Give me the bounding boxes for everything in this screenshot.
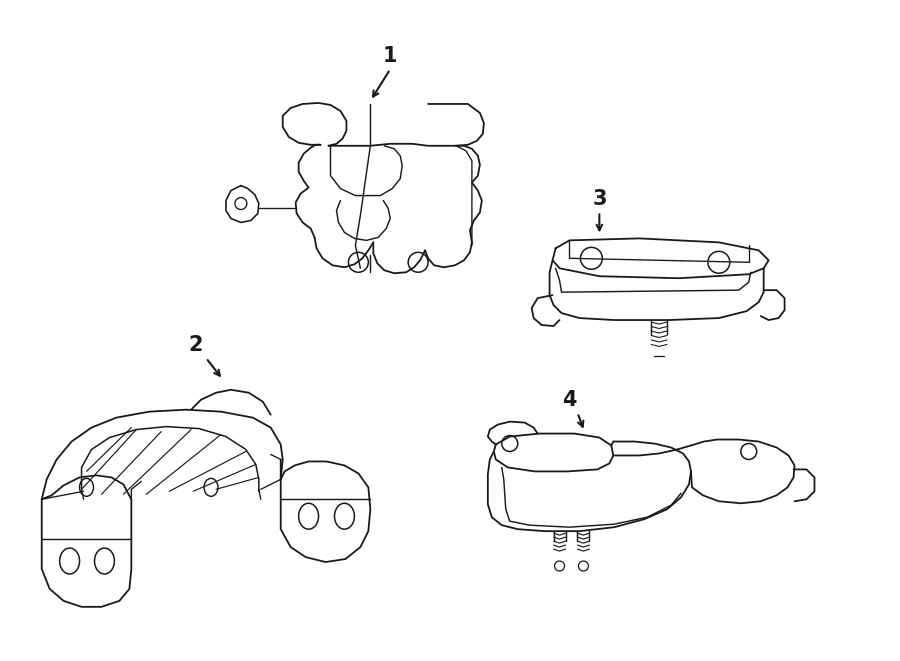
Text: 4: 4 [562, 390, 577, 410]
Text: 2: 2 [189, 335, 203, 355]
Text: 3: 3 [592, 188, 607, 209]
Text: 1: 1 [383, 46, 398, 66]
